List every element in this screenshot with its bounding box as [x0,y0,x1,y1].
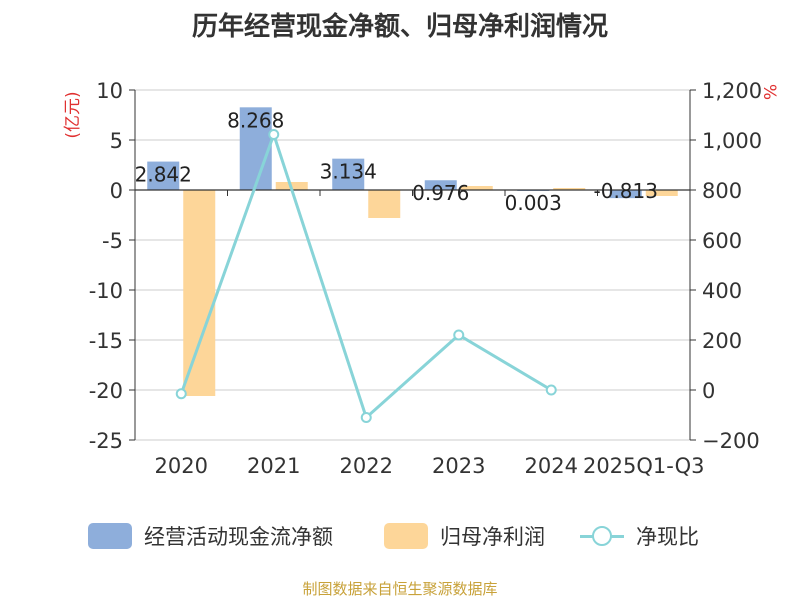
category-label: 2021 [247,454,300,478]
bar-cashflow [609,190,642,199]
right-tick-label: 1,000 [702,129,762,153]
left-tick-label: 0 [110,179,123,203]
data-label-cashflow: 2.842 [135,163,192,187]
legend: 经营活动现金流净额 归母净利润 净现比 [0,516,800,556]
legend-swatch-cashflow [88,523,132,549]
left-tick-label: -10 [89,279,123,303]
left-tick-label: -25 [89,429,123,453]
legend-item-profit[interactable]: 归母净利润 [384,516,545,556]
bar-cashflow [239,107,272,190]
right-tick-label: −200 [702,429,760,453]
ratio-point [453,329,465,341]
right-tick-label: 800 [702,179,742,203]
category-label: 2025Q1-Q3 [583,454,705,478]
data-label-cashflow: 0.976 [412,181,469,205]
category-label: 2020 [155,454,208,478]
left-tick-label: -5 [102,229,123,253]
chart-title: 历年经营现金净额、归母净利润情况 [191,12,608,42]
bar-profit [368,190,401,218]
legend-label-cashflow: 经营活动现金流净额 [144,525,333,549]
legend-label-ratio: 净现比 [636,525,699,549]
data-label-cashflow: -0.813 [594,179,658,203]
legend-item-ratio[interactable]: 净现比 [580,516,699,556]
bar-profit [460,186,493,190]
bar-cashflow [424,180,457,190]
legend-line-ratio-icon [580,523,624,549]
left-tick-label: -15 [89,329,123,353]
right-axis-unit: % [759,84,779,100]
legend-item-cashflow[interactable]: 经营活动现金流净额 [88,516,333,556]
source-note: 制图数据来自恒生聚源数据库 [302,580,498,598]
category-label: 2023 [432,454,485,478]
legend-label-profit: 归母净利润 [440,525,545,549]
right-tick-label: 200 [702,329,742,353]
category-label: 2022 [340,454,393,478]
bar-profit [553,188,586,190]
bar-cashflow [332,158,365,190]
right-tick-label: 600 [702,229,742,253]
legend-swatch-profit [384,523,428,549]
left-tick-label: -20 [89,379,123,403]
right-tick-label: 0 [702,379,715,403]
ratio-point [175,388,187,400]
category-label: 2024 [525,454,578,478]
bar-cashflow [147,161,180,190]
bar-profit [645,190,678,196]
data-label-cashflow: 3.134 [320,160,377,184]
right-tick-label: 400 [702,279,742,303]
data-label-cashflow: 8.268 [227,108,284,132]
ratio-point [545,384,557,396]
left-tick-label: 5 [110,129,123,153]
data-label-cashflow: 0.003 [505,191,562,215]
ratio-point [360,412,372,423]
right-tick-label: 1,200 [702,79,762,103]
left-tick-label: 10 [96,79,123,103]
bar-profit [183,190,216,396]
chart-area: 10 5 0 -5 -10 -15 -20 -25 1,200 1,000 800 600 400 200… [63,79,779,478]
left-axis-unit: (亿元) [63,91,83,138]
ratio-point [268,129,280,140]
